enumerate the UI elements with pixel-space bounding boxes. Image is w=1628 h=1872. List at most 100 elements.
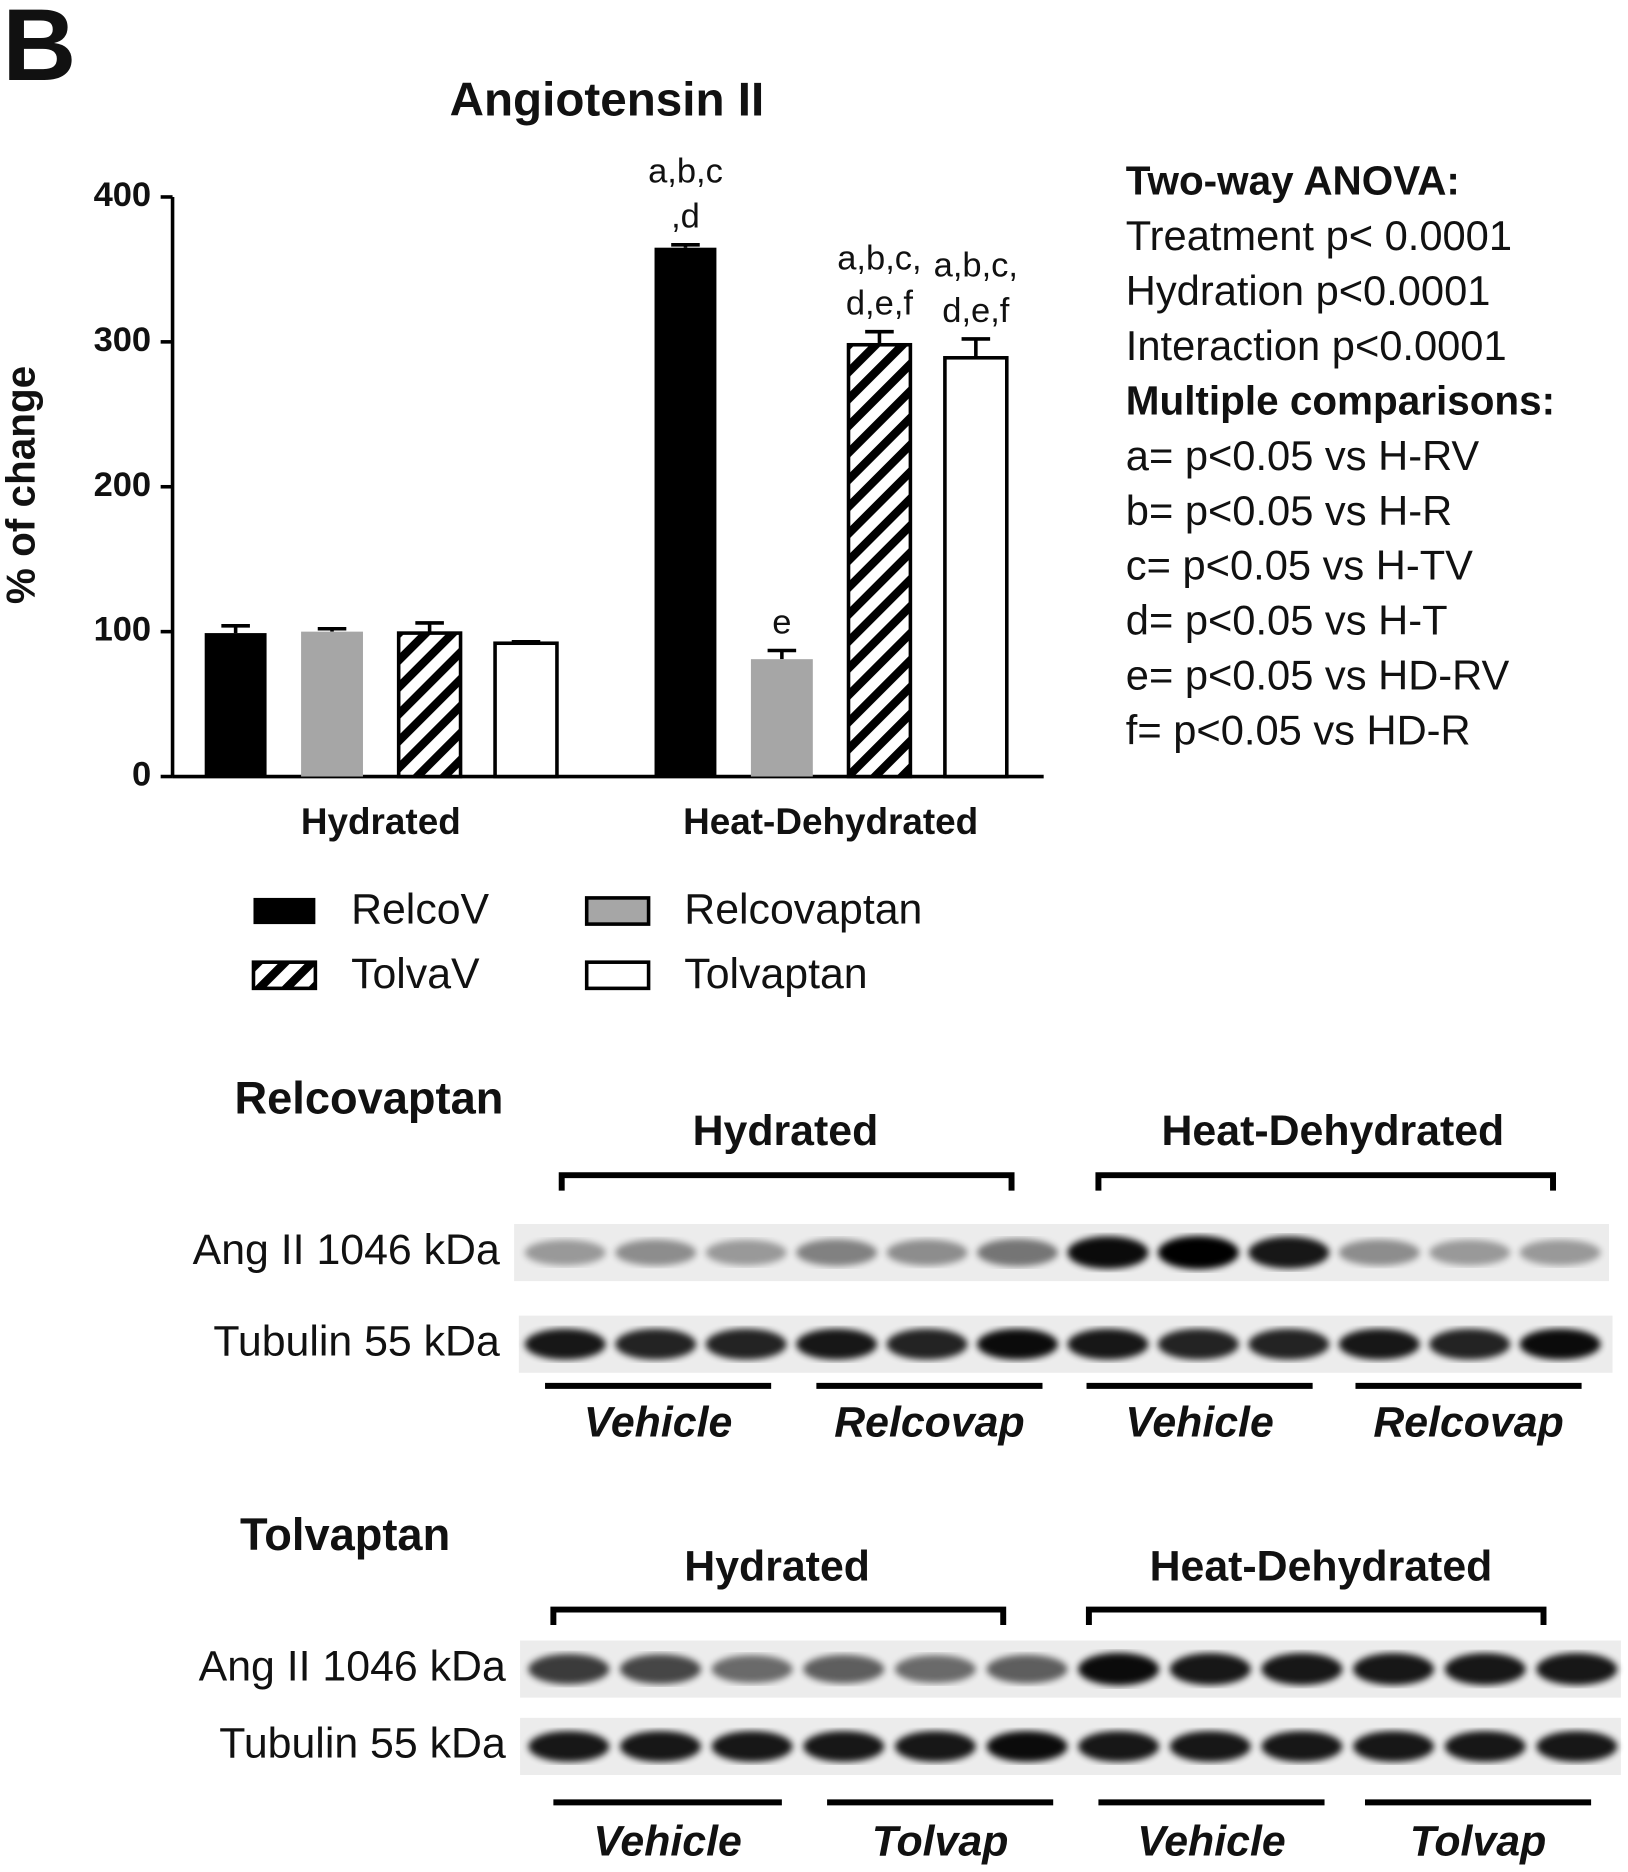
- legend-label: TolvaV: [351, 950, 480, 998]
- blot-band: [796, 1328, 878, 1360]
- legend-swatch: [584, 896, 651, 926]
- blot-band: [894, 1730, 976, 1762]
- significance-label: e: [772, 603, 791, 641]
- chart-title: Angiotensin II: [450, 74, 765, 127]
- blot-band: [620, 1654, 701, 1684]
- blot-band: [796, 1239, 878, 1266]
- bar: [750, 659, 813, 777]
- stats-line: d= p<0.05 vs H-T: [1126, 597, 1448, 644]
- blot-band: [803, 1654, 885, 1684]
- y-tick-label: 100: [94, 611, 152, 649]
- stats-line: a= p<0.05 vs H-RV: [1126, 432, 1480, 479]
- blot-band: [1261, 1653, 1343, 1686]
- treatment-label: Vehicle: [1137, 1817, 1285, 1865]
- blot-band: [1353, 1730, 1435, 1762]
- blot-band: [1261, 1730, 1343, 1762]
- legend-swatch: [253, 897, 316, 925]
- blot-band: [1536, 1653, 1618, 1686]
- significance-label: ,d: [671, 198, 700, 236]
- blot-band: [1519, 1239, 1601, 1266]
- y-tick-label: 0: [132, 756, 151, 794]
- bar: [943, 356, 1009, 779]
- treatment-label: Vehicle: [584, 1398, 732, 1446]
- stats-line: f= p<0.05 vs HD-R: [1126, 707, 1471, 754]
- blot-band: [886, 1328, 968, 1360]
- blot-band: [711, 1730, 793, 1762]
- blot-band: [1338, 1328, 1420, 1360]
- treatment-label: Relcovap: [834, 1398, 1024, 1446]
- y-tick-label: 200: [94, 466, 152, 504]
- blot-band: [1444, 1653, 1526, 1686]
- group-label: Heat-Dehydrated: [1162, 1107, 1505, 1155]
- blot-band: [1536, 1730, 1618, 1762]
- blot-band: [620, 1730, 701, 1762]
- group-label: Hydrated: [684, 1542, 870, 1590]
- treatment-label: Vehicle: [1125, 1398, 1273, 1446]
- legend-label: Relcovaptan: [684, 886, 922, 934]
- stats-line: e= p<0.05 vs HD-RV: [1126, 652, 1510, 699]
- blot-band: [886, 1239, 968, 1266]
- blot-title: Relcovaptan: [234, 1072, 503, 1123]
- legend-label: Tolvaptan: [684, 950, 867, 998]
- blot-band: [1078, 1730, 1160, 1762]
- bar: [654, 247, 717, 777]
- bracket: [550, 1606, 1007, 1626]
- x-tick-label: Heat-Dehydrated: [683, 801, 978, 842]
- bracket: [558, 1172, 1015, 1191]
- y-tick-label: 300: [94, 321, 152, 359]
- row-label: Tubulin 55 kDa: [219, 1720, 506, 1768]
- significance-label: a,b,c,: [934, 247, 1018, 285]
- treatment-label: Tolvap: [1410, 1817, 1546, 1865]
- bar: [204, 633, 267, 777]
- blot-band: [1429, 1328, 1511, 1360]
- row-label: Tubulin 55 kDa: [213, 1318, 500, 1366]
- blot-band: [1157, 1328, 1239, 1360]
- legend-label: RelcoV: [351, 886, 489, 934]
- stats-line: c= p<0.05 vs H-TV: [1126, 542, 1473, 589]
- treatment-label: Tolvap: [872, 1817, 1008, 1865]
- blot-strip: [520, 1717, 1621, 1775]
- bar: [493, 641, 559, 779]
- blot-band: [615, 1239, 697, 1266]
- blot-band: [524, 1328, 606, 1360]
- panel-label: B: [2, 0, 76, 102]
- significance-label: d,e,f: [846, 285, 914, 323]
- blot-band: [1248, 1236, 1330, 1269]
- stats-line: Multiple comparisons:: [1126, 377, 1555, 423]
- blot-band: [711, 1655, 793, 1684]
- blot-band: [705, 1328, 787, 1360]
- blot-band: [1444, 1730, 1526, 1762]
- blot-band: [705, 1239, 787, 1266]
- y-tick-label: 400: [94, 176, 152, 214]
- blot-band: [986, 1654, 1068, 1684]
- blot-band: [1429, 1239, 1511, 1266]
- significance-label: d,e,f: [942, 292, 1010, 330]
- stats-line: Treatment p< 0.0001: [1126, 212, 1512, 259]
- significance-label: a,b,c,: [837, 239, 921, 277]
- blot-band: [528, 1730, 610, 1762]
- bar: [846, 342, 913, 779]
- bracket: [1085, 1606, 1547, 1626]
- row-label: Ang II 1046 kDa: [193, 1226, 500, 1274]
- blot-band: [977, 1328, 1058, 1360]
- bar: [301, 631, 363, 777]
- stats-line: Hydration p<0.0001: [1126, 267, 1491, 314]
- blot-band: [894, 1655, 976, 1684]
- bracket: [1095, 1172, 1557, 1191]
- blot-band: [1078, 1652, 1160, 1686]
- blot-band: [1157, 1235, 1239, 1270]
- blot-band: [977, 1238, 1058, 1267]
- blot-band: [1353, 1653, 1435, 1686]
- legend-swatch: [584, 960, 651, 991]
- stats-line: Interaction p<0.0001: [1126, 322, 1507, 369]
- blot-band: [1169, 1653, 1251, 1686]
- blot-band: [528, 1653, 610, 1685]
- row-label: Ang II 1046 kDa: [199, 1642, 506, 1690]
- blot-band: [986, 1730, 1068, 1762]
- blot-band: [1338, 1239, 1420, 1266]
- blot-band: [615, 1328, 697, 1360]
- x-tick-label: Hydrated: [301, 801, 461, 842]
- group-label: Heat-Dehydrated: [1150, 1542, 1493, 1590]
- blot-band: [524, 1239, 606, 1266]
